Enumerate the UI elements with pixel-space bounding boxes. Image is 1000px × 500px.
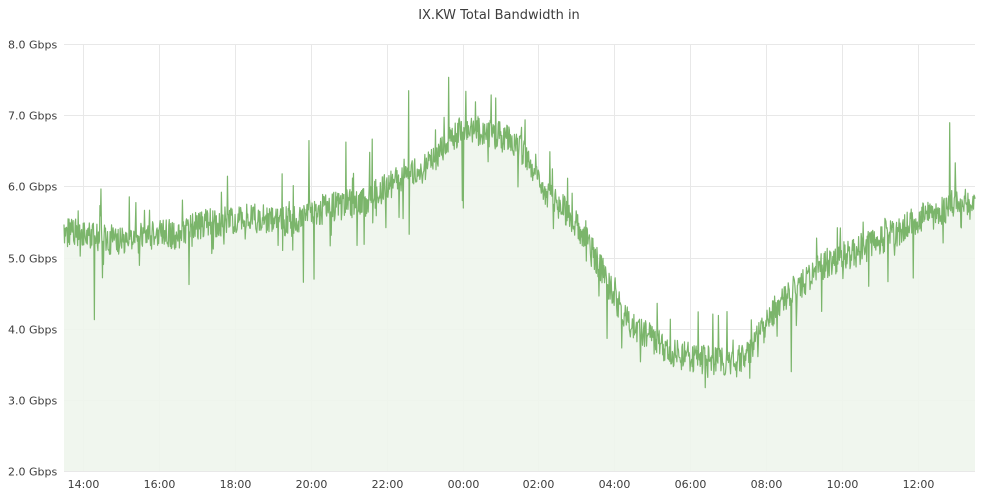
x-tick-label: 22:00 <box>372 478 404 491</box>
y-tick-label: 3.0 Gbps <box>8 395 57 408</box>
x-tick-label: 20:00 <box>296 478 328 491</box>
y-tick-label: 7.0 Gbps <box>8 110 57 123</box>
x-tick-label: 00:00 <box>448 478 480 491</box>
x-tick-label: 14:00 <box>68 478 100 491</box>
x-tick-label: 18:00 <box>220 478 252 491</box>
x-tick-label: 08:00 <box>751 478 783 491</box>
y-tick-label: 4.0 Gbps <box>8 324 57 337</box>
x-tick-label: 16:00 <box>144 478 176 491</box>
x-tick-label: 02:00 <box>523 478 555 491</box>
line-layer <box>63 76 976 389</box>
x-tick-label: 12:00 <box>903 478 935 491</box>
area-layer <box>64 77 975 471</box>
y-tick-label: 8.0 Gbps <box>8 39 57 52</box>
y-tick-label: 5.0 Gbps <box>8 253 57 266</box>
y-tick-label: 2.0 Gbps <box>8 466 57 479</box>
x-tick-label: 04:00 <box>599 478 631 491</box>
chart-title: IX.KW Total Bandwidth in <box>418 8 580 23</box>
y-tick-label: 6.0 Gbps <box>8 181 57 194</box>
x-tick-label: 06:00 <box>675 478 707 491</box>
x-tick-label: 10:00 <box>827 478 859 491</box>
series-line <box>63 76 976 389</box>
axis-layer: 2.0 Gbps 3.0 Gbps 4.0 Gbps 5.0 Gbps 6.0 Gbps… <box>8 39 934 492</box>
series-area <box>64 77 975 471</box>
